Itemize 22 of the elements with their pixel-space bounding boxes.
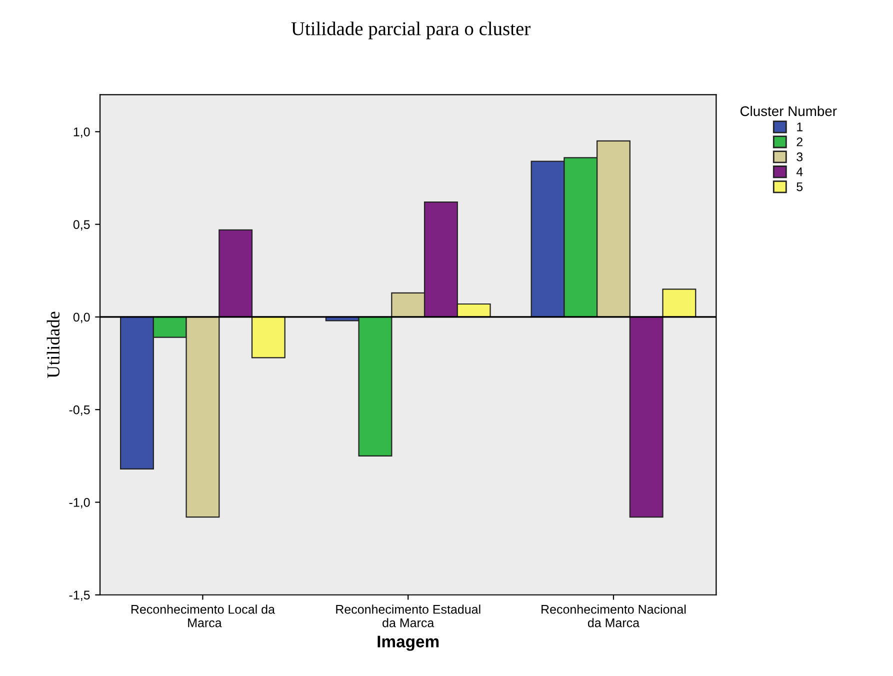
chart-title: Utilidade parcial para o cluster: [291, 22, 530, 40]
y-axis-title: Utilidade: [46, 312, 60, 378]
legend-label: 5: [796, 182, 803, 192]
y-tick-label: -1,0: [69, 498, 90, 508]
y-tick-label: 0,0: [73, 312, 90, 324]
y-tick-label: -0,5: [69, 405, 90, 416]
legend-label: 4: [796, 168, 803, 176]
legend-label: 3: [796, 152, 803, 162]
y-tick-label: -1,5: [69, 590, 90, 602]
legend-label: 1: [797, 122, 802, 132]
bar: [251, 316, 286, 358]
bar: [629, 316, 664, 518]
x-tick-label: Reconhecimento Nacional da Marca: [542, 604, 686, 628]
x-axis-title: Imagem: [378, 636, 439, 651]
legend-title: Cluster Number: [740, 106, 837, 116]
legend-label: 2: [796, 137, 802, 146]
y-tick-label: 0,5: [73, 220, 90, 230]
bar: [662, 288, 696, 318]
x-tick-label: Reconhecimento Estadual da Marca: [336, 604, 480, 628]
y-tick-label: 1,0: [74, 127, 90, 138]
bar: [218, 229, 253, 318]
x-tick-label: Reconhecimento Local da Marca: [131, 604, 275, 628]
